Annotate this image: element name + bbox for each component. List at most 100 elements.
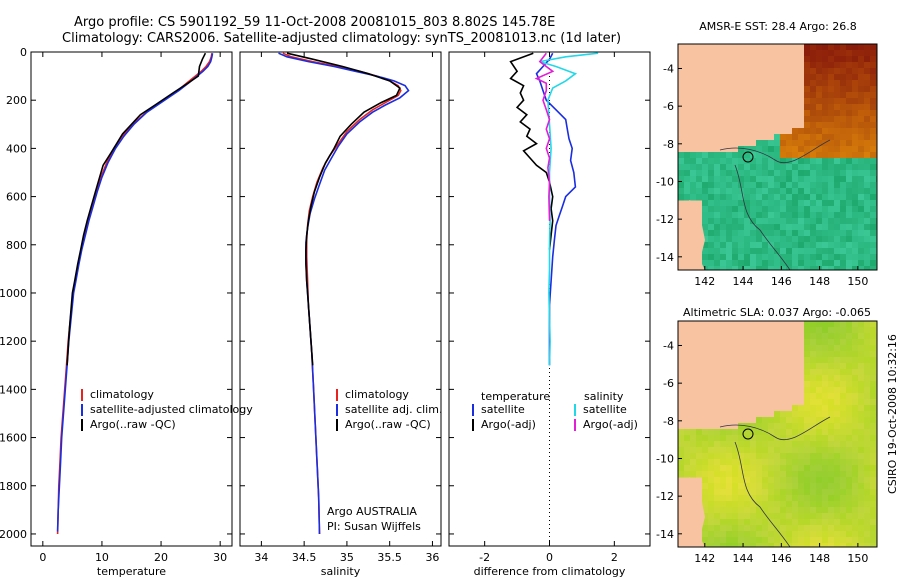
- heat-cell: [798, 459, 805, 466]
- heat-cell: [750, 471, 757, 478]
- heat-cell: [738, 266, 745, 270]
- heat-cell: [798, 176, 805, 183]
- temperature-series-blue: [56, 53, 214, 532]
- heat-cell: [720, 152, 727, 159]
- heat-cell: [780, 152, 787, 159]
- heat-cell: [738, 435, 745, 442]
- heat-cell: [780, 471, 787, 478]
- heat-cell: [702, 182, 709, 189]
- heat-cell: [852, 435, 859, 442]
- heat-cell: [834, 218, 841, 225]
- heat-cell: [828, 80, 835, 87]
- heat-cell: [798, 164, 805, 171]
- heat-cell: [846, 56, 853, 63]
- heat-cell: [804, 86, 811, 93]
- heat-cell: [816, 537, 823, 544]
- heat-cell: [834, 519, 841, 526]
- heat-cell: [738, 218, 745, 225]
- heat-cell: [864, 429, 871, 436]
- heat-cell: [870, 50, 877, 57]
- heat-cell: [804, 44, 811, 51]
- heat-cell: [840, 345, 847, 352]
- heat-cell: [702, 188, 709, 195]
- heat-cell: [708, 242, 715, 249]
- heat-cell: [852, 128, 859, 135]
- heat-cell: [870, 363, 877, 370]
- heat-cell: [834, 327, 841, 334]
- heat-cell: [702, 465, 709, 472]
- heat-cell: [822, 543, 829, 547]
- heat-cell: [864, 212, 871, 219]
- heat-cell: [864, 327, 871, 334]
- heat-cell: [798, 423, 805, 430]
- temperature-series-black: [66, 52, 207, 366]
- heat-cell: [756, 495, 763, 502]
- heat-cell: [702, 206, 709, 213]
- heat-cell: [834, 62, 841, 69]
- heat-cell: [702, 152, 709, 159]
- heat-cell: [786, 465, 793, 472]
- heat-cell: [810, 543, 817, 547]
- heat-cell: [858, 260, 865, 267]
- heat-cell: [720, 248, 727, 255]
- heat-cell: [822, 531, 829, 538]
- sla-map: Altimetric SLA: 0.037 Argo: -0.065 142 14…: [656, 306, 878, 565]
- heat-cell: [804, 116, 811, 123]
- heat-cell: [834, 134, 841, 141]
- map-ytick-label: -6: [663, 100, 674, 113]
- heat-cell: [822, 116, 829, 123]
- heat-cell: [774, 501, 781, 508]
- heat-cell: [750, 176, 757, 183]
- heat-cell: [792, 417, 799, 424]
- heat-cell: [804, 387, 811, 394]
- heat-cell: [858, 266, 865, 270]
- heat-cell: [780, 501, 787, 508]
- heat-cell: [822, 50, 829, 57]
- heat-cell: [804, 321, 811, 328]
- heat-cell: [780, 146, 787, 153]
- heat-cell: [786, 206, 793, 213]
- heat-cell: [720, 170, 727, 177]
- heat-cell: [774, 164, 781, 171]
- heat-cell: [864, 116, 871, 123]
- heat-cell: [858, 351, 865, 358]
- heat-cell: [762, 182, 769, 189]
- heat-cell: [804, 68, 811, 75]
- heat-cell: [852, 80, 859, 87]
- heat-cell: [834, 417, 841, 424]
- heat-cell: [810, 164, 817, 171]
- heat-cell: [768, 525, 775, 532]
- heat-cell: [786, 537, 793, 544]
- heat-cell: [804, 477, 811, 484]
- heat-cell: [762, 429, 769, 436]
- sst-map: AMSR-E SST: 28.4 Argo: 26.8 142 144 146 148…: [656, 20, 878, 288]
- heat-cell: [840, 381, 847, 388]
- heat-cell: [804, 104, 811, 111]
- heat-cell: [786, 260, 793, 267]
- heat-cell: [732, 224, 739, 231]
- heat-cell: [780, 194, 787, 201]
- heat-cell: [846, 405, 853, 412]
- heat-cell: [834, 146, 841, 153]
- heat-cell: [846, 266, 853, 270]
- heat-cell: [756, 146, 763, 153]
- heat-cell: [840, 513, 847, 520]
- heat-cell: [864, 387, 871, 394]
- heat-cell: [816, 507, 823, 514]
- heat-cell: [870, 158, 877, 165]
- heat-cell: [804, 200, 811, 207]
- heat-cell: [840, 260, 847, 267]
- heat-cell: [774, 411, 781, 418]
- heat-cell: [696, 459, 703, 466]
- heat-cell: [834, 194, 841, 201]
- heat-cell: [858, 224, 865, 231]
- temperature-series-red: [56, 53, 213, 535]
- heat-cell: [816, 531, 823, 538]
- heat-cell: [744, 266, 751, 270]
- heat-cell: [720, 254, 727, 261]
- heat-cell: [798, 417, 805, 424]
- heat-cell: [726, 230, 733, 237]
- heat-cell: [846, 321, 853, 328]
- heat-cell: [858, 381, 865, 388]
- heat-cell: [870, 86, 877, 93]
